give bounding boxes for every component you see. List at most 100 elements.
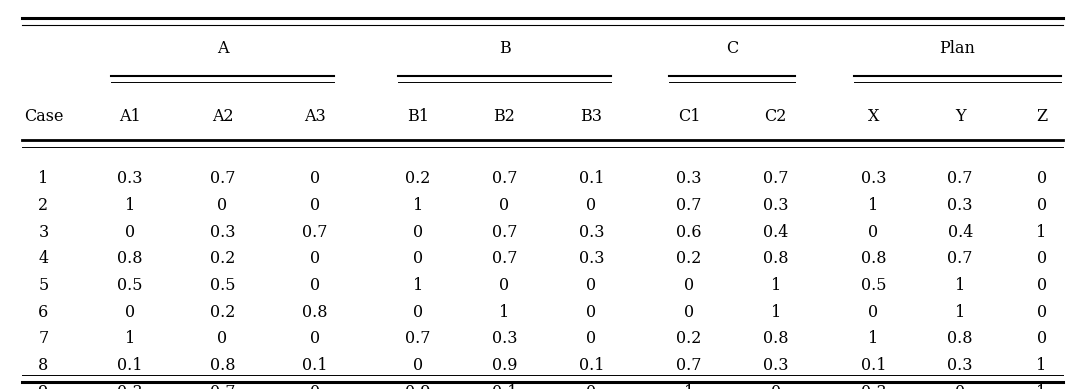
Text: 0.1: 0.1 [492,384,518,389]
Text: 1: 1 [770,304,781,321]
Text: 1: 1 [412,277,423,294]
Text: B: B [499,40,510,57]
Text: 0.7: 0.7 [209,384,235,389]
Text: 0: 0 [309,277,320,294]
Text: 1: 1 [125,330,136,347]
Text: 5: 5 [38,277,49,294]
Text: 1: 1 [1036,357,1047,374]
Text: 0.3: 0.3 [947,197,973,214]
Text: 0.8: 0.8 [947,330,973,347]
Text: 0.1: 0.1 [578,170,604,187]
Text: 0.6: 0.6 [676,224,702,241]
Text: 9: 9 [38,384,49,389]
Text: Plan: Plan [940,40,975,57]
Text: 0.3: 0.3 [860,384,886,389]
Text: 1: 1 [1036,224,1047,241]
Text: 0: 0 [955,384,966,389]
Text: 0.8: 0.8 [302,304,328,321]
Text: 0: 0 [1036,197,1047,214]
Text: 0.5: 0.5 [117,277,143,294]
Text: 0: 0 [412,304,423,321]
Text: 0.9: 0.9 [405,384,431,389]
Text: 0.1: 0.1 [117,357,143,374]
Text: 0.7: 0.7 [763,170,789,187]
Text: 0: 0 [586,197,597,214]
Text: 0: 0 [586,384,597,389]
Text: 0.2: 0.2 [209,251,235,267]
Text: 1: 1 [125,197,136,214]
Text: 1: 1 [955,277,966,294]
Text: 0.2: 0.2 [676,251,702,267]
Text: 0.2: 0.2 [405,170,431,187]
Text: 0.7: 0.7 [492,251,518,267]
Text: Y: Y [955,108,966,125]
Text: 0: 0 [309,197,320,214]
Text: Z: Z [1036,108,1047,125]
Text: 2: 2 [38,197,49,214]
Text: 0.3: 0.3 [763,197,789,214]
Text: 0.7: 0.7 [492,170,518,187]
Text: 0.3: 0.3 [578,251,604,267]
Text: 0.7: 0.7 [302,224,328,241]
Text: C: C [726,40,739,57]
Text: 0: 0 [309,384,320,389]
Text: 0.2: 0.2 [209,304,235,321]
Text: 0.3: 0.3 [763,357,789,374]
Text: 0.7: 0.7 [209,170,235,187]
Text: 3: 3 [38,224,49,241]
Text: 0.3: 0.3 [492,330,518,347]
Text: 0: 0 [125,224,136,241]
Text: A2: A2 [212,108,233,125]
Text: 0: 0 [412,224,423,241]
Text: X: X [868,108,879,125]
Text: 0.8: 0.8 [763,251,789,267]
Text: 0: 0 [586,330,597,347]
Text: B2: B2 [494,108,515,125]
Text: 0: 0 [217,197,228,214]
Text: 0: 0 [586,304,597,321]
Text: 1: 1 [38,170,49,187]
Text: 0: 0 [125,304,136,321]
Text: 1: 1 [1036,384,1047,389]
Text: A: A [217,40,228,57]
Text: 1: 1 [868,330,879,347]
Text: 7: 7 [38,330,49,347]
Text: 0: 0 [586,277,597,294]
Text: 0.7: 0.7 [676,357,702,374]
Text: 1: 1 [955,304,966,321]
Text: 0: 0 [1036,277,1047,294]
Text: 0.8: 0.8 [763,330,789,347]
Text: 0.5: 0.5 [209,277,235,294]
Text: 0.5: 0.5 [860,277,886,294]
Text: 0.4: 0.4 [947,224,973,241]
Text: 0.3: 0.3 [676,170,702,187]
Text: 0.3: 0.3 [209,224,235,241]
Text: A1: A1 [119,108,141,125]
Text: 0: 0 [412,251,423,267]
Text: 0: 0 [1036,304,1047,321]
Text: 0.7: 0.7 [676,197,702,214]
Text: 0: 0 [309,170,320,187]
Text: 0.4: 0.4 [763,224,789,241]
Text: 0.3: 0.3 [117,170,143,187]
Text: 0: 0 [868,224,879,241]
Text: B1: B1 [407,108,429,125]
Text: 0: 0 [1036,330,1047,347]
Text: 0: 0 [412,357,423,374]
Text: 0: 0 [684,277,694,294]
Text: 0: 0 [868,304,879,321]
Text: 0.1: 0.1 [302,357,328,374]
Text: 0: 0 [499,277,510,294]
Text: 0: 0 [1036,251,1047,267]
Text: 0.7: 0.7 [947,251,973,267]
Text: 0.8: 0.8 [209,357,235,374]
Text: 4: 4 [38,251,49,267]
Text: 0.7: 0.7 [492,224,518,241]
Text: 0: 0 [217,330,228,347]
Text: 1: 1 [770,277,781,294]
Text: 0.3: 0.3 [947,357,973,374]
Text: 0: 0 [309,330,320,347]
Text: 0: 0 [309,251,320,267]
Text: 0.7: 0.7 [405,330,431,347]
Text: 0.7: 0.7 [947,170,973,187]
